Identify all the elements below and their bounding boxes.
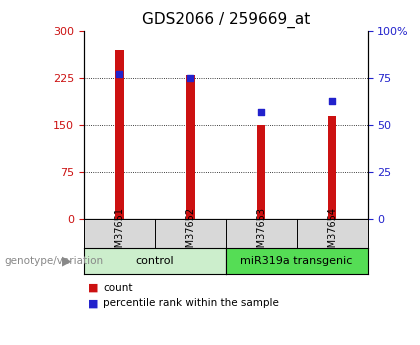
Text: GSM37651: GSM37651 — [114, 207, 124, 260]
Text: count: count — [103, 283, 132, 293]
Point — [116, 71, 123, 77]
Text: GSM37653: GSM37653 — [256, 207, 266, 260]
Text: GSM37654: GSM37654 — [327, 207, 337, 260]
Text: miR319a transgenic: miR319a transgenic — [240, 256, 353, 266]
Text: GSM37652: GSM37652 — [185, 207, 195, 260]
Title: GDS2066 / 259669_at: GDS2066 / 259669_at — [142, 12, 310, 28]
Bar — [115, 50, 124, 219]
Bar — [257, 125, 265, 219]
Bar — [328, 116, 336, 219]
Text: percentile rank within the sample: percentile rank within the sample — [103, 298, 279, 308]
Point — [258, 109, 265, 115]
Text: genotype/variation: genotype/variation — [4, 256, 103, 266]
Point — [329, 98, 336, 104]
Text: ▶: ▶ — [62, 255, 72, 268]
Text: ■: ■ — [88, 283, 99, 293]
Text: ■: ■ — [88, 298, 99, 308]
Point — [187, 75, 194, 81]
Text: control: control — [136, 256, 174, 266]
Bar — [186, 75, 194, 219]
